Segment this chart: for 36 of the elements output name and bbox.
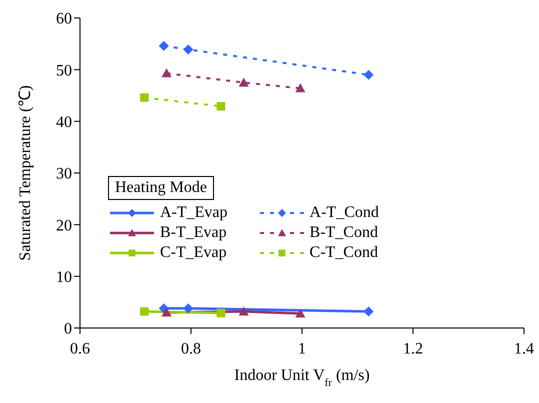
legend-title: Heating Mode (108, 176, 214, 200)
x-tick-label: 1 (298, 340, 306, 358)
point (238, 306, 249, 316)
y-tick-label: 30 (56, 166, 72, 183)
point (364, 70, 374, 80)
y-tick-label: 10 (56, 269, 72, 286)
point (140, 307, 149, 316)
point (162, 308, 172, 316)
x-tick-label: 1.4 (514, 340, 534, 358)
point (162, 68, 172, 78)
legend-label: A-T_Cond (310, 204, 379, 222)
point (216, 102, 226, 111)
point (158, 40, 169, 51)
point (295, 308, 306, 318)
point (295, 83, 306, 92)
y-axis-title: Saturated Temperature (℃) (17, 85, 34, 261)
y-tick-label: 60 (56, 10, 72, 28)
point (183, 44, 194, 55)
legend-label: C-T_Cond (310, 244, 378, 262)
x-tick-label: 0.6 (70, 340, 90, 358)
legend-label: B-T_Cond (310, 224, 378, 242)
point (183, 303, 194, 314)
legend-label: C-T_Evap (160, 244, 227, 262)
point (216, 308, 226, 318)
y-tick-label: 0 (64, 320, 72, 338)
y-tick-label: 40 (56, 114, 72, 132)
x-tick-label: 0.8 (181, 340, 201, 358)
y-tick-label: 20 (56, 217, 72, 234)
legend-label: A-T_Evap (160, 204, 228, 222)
point (140, 93, 149, 102)
x-axis-title: Indoor Unit V$_{fr}$ (m/s) (234, 367, 370, 389)
point (364, 306, 374, 316)
y-tick-label: 50 (56, 62, 72, 80)
x-tick-label: 1.2 (403, 340, 423, 358)
legend-label: B-T_Evap (160, 224, 227, 242)
point (238, 78, 249, 87)
